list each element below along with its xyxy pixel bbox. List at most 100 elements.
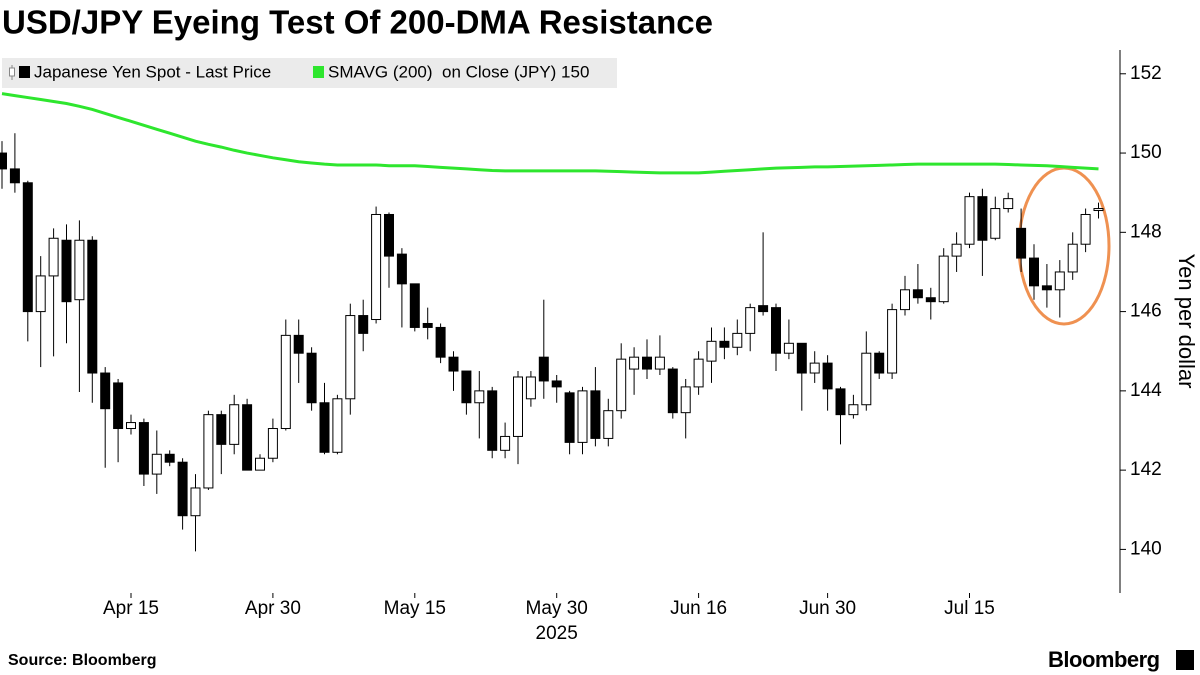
candle-body bbox=[487, 390, 498, 451]
candle-body bbox=[964, 196, 975, 245]
candle-body bbox=[809, 362, 820, 374]
candle-body bbox=[861, 352, 872, 406]
candle-body bbox=[267, 428, 278, 459]
candle-body bbox=[1080, 213, 1091, 245]
candle-body bbox=[525, 376, 536, 400]
y-tick-label: 140 bbox=[1130, 538, 1162, 559]
y-tick-label: 148 bbox=[1130, 221, 1162, 242]
candle-body bbox=[306, 352, 317, 404]
x-tick-label: May 30 bbox=[526, 598, 588, 619]
candle-body bbox=[500, 435, 511, 451]
x-axis-label: 2025 bbox=[536, 623, 578, 644]
candle-body bbox=[693, 358, 704, 388]
candle-body bbox=[1029, 257, 1039, 287]
candle-body bbox=[1054, 271, 1065, 291]
candle-body bbox=[409, 283, 420, 328]
candle-body bbox=[990, 208, 1001, 239]
sma-line bbox=[1, 92, 1099, 175]
candle-body bbox=[1016, 227, 1027, 259]
y-tick-label: 146 bbox=[1130, 301, 1162, 322]
candle-body bbox=[177, 461, 188, 517]
candle-body bbox=[358, 315, 369, 334]
x-tick-label: Apr 30 bbox=[245, 598, 301, 619]
candle-body bbox=[577, 390, 588, 443]
x-tick-label: Apr 15 bbox=[103, 598, 159, 619]
candle-body bbox=[371, 213, 382, 321]
legend-box bbox=[2, 58, 617, 88]
candle-body bbox=[422, 322, 433, 328]
candle-body bbox=[48, 237, 59, 277]
candle-body bbox=[938, 255, 949, 303]
candle-body bbox=[796, 342, 807, 374]
candle-body bbox=[977, 196, 988, 241]
candle-body bbox=[151, 453, 162, 475]
candle-body bbox=[22, 182, 33, 313]
candle-body bbox=[719, 340, 730, 348]
candle-body bbox=[0, 152, 7, 170]
candle-body bbox=[564, 392, 575, 443]
candle-body bbox=[848, 404, 859, 416]
candle-body bbox=[745, 307, 756, 334]
candle-body bbox=[538, 356, 549, 382]
candle-body bbox=[345, 315, 356, 400]
candle-body bbox=[629, 356, 640, 370]
candle-body bbox=[1093, 208, 1104, 212]
candle-body bbox=[384, 213, 394, 257]
candle-body bbox=[280, 334, 291, 430]
y-axis-label: Yen per dollar bbox=[1174, 254, 1199, 389]
legend-icon bbox=[9, 67, 15, 77]
candle-body bbox=[1041, 285, 1052, 291]
candle-body bbox=[61, 239, 72, 303]
candle-body bbox=[732, 332, 743, 348]
candle-body bbox=[164, 453, 175, 463]
y-tick-label: 144 bbox=[1130, 380, 1162, 401]
candle-body bbox=[1067, 243, 1078, 273]
candle-body bbox=[35, 275, 46, 313]
candle-body bbox=[396, 253, 407, 285]
candle-body bbox=[616, 358, 627, 412]
legend-label: SMAVG (200) on Close (JPY) 150 bbox=[328, 62, 589, 81]
candle-body bbox=[912, 289, 923, 299]
candle-body bbox=[771, 307, 781, 354]
candle-body bbox=[783, 342, 794, 354]
candle-body bbox=[551, 380, 562, 388]
candle-body bbox=[293, 334, 304, 354]
chart-title: USD/JPY Eyeing Test Of 200-DMA Resistanc… bbox=[2, 4, 713, 41]
candle-body bbox=[925, 297, 936, 303]
candle-body bbox=[835, 388, 846, 416]
brand-icon bbox=[1176, 650, 1194, 670]
candle-body bbox=[435, 326, 446, 358]
candle-body bbox=[190, 487, 201, 517]
candle-body bbox=[887, 309, 898, 374]
candle-body bbox=[332, 398, 343, 453]
legend-label: Japanese Yen Spot - Last Price bbox=[34, 62, 271, 81]
candle-body bbox=[667, 368, 678, 414]
legend-swatch bbox=[313, 66, 324, 78]
candle-body bbox=[319, 402, 330, 453]
candle-body bbox=[603, 410, 614, 439]
candle-body bbox=[822, 362, 833, 390]
candle-body bbox=[9, 168, 20, 184]
candle-body bbox=[874, 352, 885, 374]
candle-body bbox=[113, 382, 124, 430]
candle-body bbox=[126, 422, 136, 430]
x-tick-label: Jun 16 bbox=[670, 598, 727, 619]
y-tick-label: 142 bbox=[1130, 459, 1162, 480]
source: Source: Bloomberg bbox=[8, 652, 156, 669]
candle-body bbox=[513, 376, 523, 437]
candle-body bbox=[680, 386, 691, 414]
candle-body bbox=[87, 239, 98, 374]
candle-body bbox=[203, 414, 214, 489]
candle-body bbox=[255, 457, 265, 471]
candle-body bbox=[100, 372, 111, 410]
candle-body bbox=[474, 390, 485, 404]
x-tick-label: Jul 15 bbox=[944, 598, 995, 619]
candle-body bbox=[654, 356, 665, 370]
candle-body bbox=[642, 356, 652, 370]
candle-body bbox=[448, 356, 459, 372]
candle-body bbox=[706, 340, 717, 362]
candle-body bbox=[216, 414, 227, 445]
y-tick-label: 152 bbox=[1130, 63, 1162, 84]
x-tick-label: May 15 bbox=[384, 598, 446, 619]
candle-body bbox=[951, 243, 962, 257]
